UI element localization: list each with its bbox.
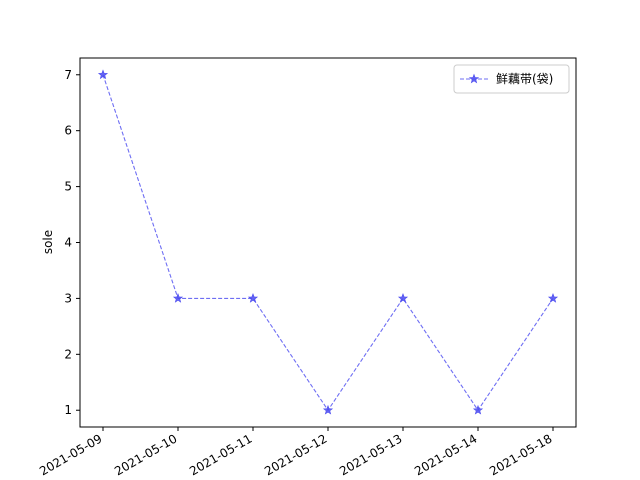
plot-area	[79, 57, 577, 428]
data-point	[547, 293, 559, 303]
x-tick-label: 2021-05-09	[37, 431, 104, 478]
data-point	[472, 404, 484, 415]
y-tick-label: 5	[64, 180, 72, 194]
x-axis: 2021-05-09 2021-05-10 2021-05-11 2021-05-12…	[37, 427, 555, 478]
x-tick-label: 2021-05-13	[337, 431, 404, 478]
legend: 鲜藕带(袋)	[453, 64, 570, 94]
data-point	[97, 69, 109, 80]
y-tick-label: 6	[64, 124, 72, 138]
data-point	[397, 293, 409, 303]
y-tick-label: 3	[64, 291, 72, 305]
series-group	[97, 69, 559, 415]
legend-label: 鲜藕带(袋)	[496, 72, 553, 86]
x-tick-label: 2021-05-10	[112, 431, 179, 478]
x-tick-label: 2021-05-11	[187, 431, 254, 478]
data-point	[172, 293, 184, 303]
y-tick-label: 2	[64, 347, 72, 361]
y-tick-label: 1	[64, 403, 72, 417]
x-tick-label: 2021-05-12	[262, 431, 329, 478]
x-tick-label: 2021-05-14	[412, 431, 479, 478]
y-tick-label: 4	[64, 236, 72, 250]
y-tick-label: 7	[64, 68, 72, 82]
data-point	[322, 404, 334, 415]
x-tick-label: 2021-05-18	[487, 431, 554, 478]
legend-marker	[468, 73, 480, 84]
legend-box	[453, 64, 570, 94]
data-point	[247, 293, 259, 303]
y-axis-label: sole	[41, 230, 55, 254]
y-axis: 1 2 3 4 5 6 7	[64, 68, 80, 417]
